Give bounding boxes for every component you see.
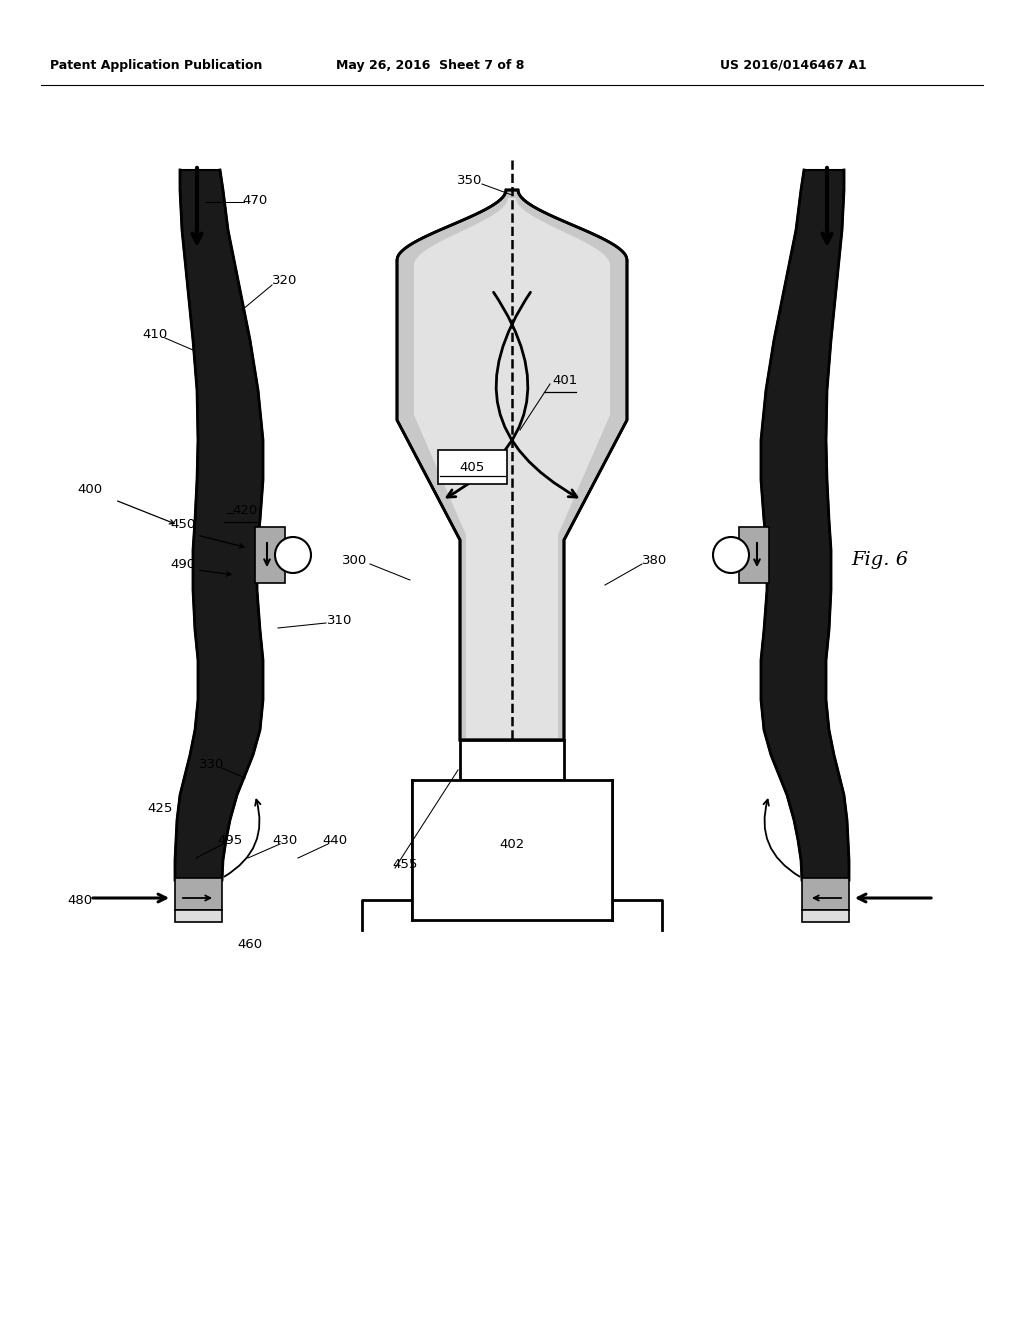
Text: 430: 430 — [272, 833, 298, 846]
Text: 402: 402 — [500, 838, 524, 851]
Polygon shape — [175, 170, 263, 880]
Polygon shape — [255, 527, 285, 583]
Polygon shape — [397, 190, 627, 741]
Text: 420: 420 — [232, 503, 258, 516]
Text: 330: 330 — [200, 759, 224, 771]
Polygon shape — [739, 527, 769, 583]
Text: 480: 480 — [68, 894, 92, 907]
Polygon shape — [460, 741, 564, 780]
Text: 455: 455 — [392, 858, 418, 871]
Polygon shape — [802, 878, 849, 909]
Text: 490: 490 — [170, 558, 196, 572]
Text: 300: 300 — [342, 553, 368, 566]
Text: 400: 400 — [78, 483, 102, 496]
Text: 495: 495 — [217, 833, 243, 846]
Polygon shape — [175, 909, 222, 921]
Text: 401: 401 — [552, 374, 578, 387]
Circle shape — [275, 537, 311, 573]
Text: 350: 350 — [458, 173, 482, 186]
Text: 380: 380 — [642, 553, 668, 566]
Text: 470: 470 — [243, 194, 267, 206]
FancyBboxPatch shape — [438, 450, 507, 484]
Text: 410: 410 — [142, 329, 168, 342]
Text: May 26, 2016  Sheet 7 of 8: May 26, 2016 Sheet 7 of 8 — [336, 58, 524, 71]
Text: Patent Application Publication: Patent Application Publication — [50, 58, 262, 71]
Text: 310: 310 — [328, 614, 352, 627]
Polygon shape — [761, 170, 849, 880]
Polygon shape — [802, 909, 849, 921]
Text: 440: 440 — [323, 833, 347, 846]
Polygon shape — [414, 198, 610, 738]
Text: 450: 450 — [170, 519, 196, 532]
Text: 320: 320 — [272, 273, 298, 286]
Polygon shape — [175, 878, 222, 909]
Circle shape — [713, 537, 749, 573]
Text: 460: 460 — [238, 939, 262, 952]
Text: Fig. 6: Fig. 6 — [851, 550, 908, 569]
Text: US 2016/0146467 A1: US 2016/0146467 A1 — [720, 58, 866, 71]
Polygon shape — [412, 780, 612, 920]
Text: 425: 425 — [147, 801, 173, 814]
Text: 405: 405 — [460, 461, 484, 474]
